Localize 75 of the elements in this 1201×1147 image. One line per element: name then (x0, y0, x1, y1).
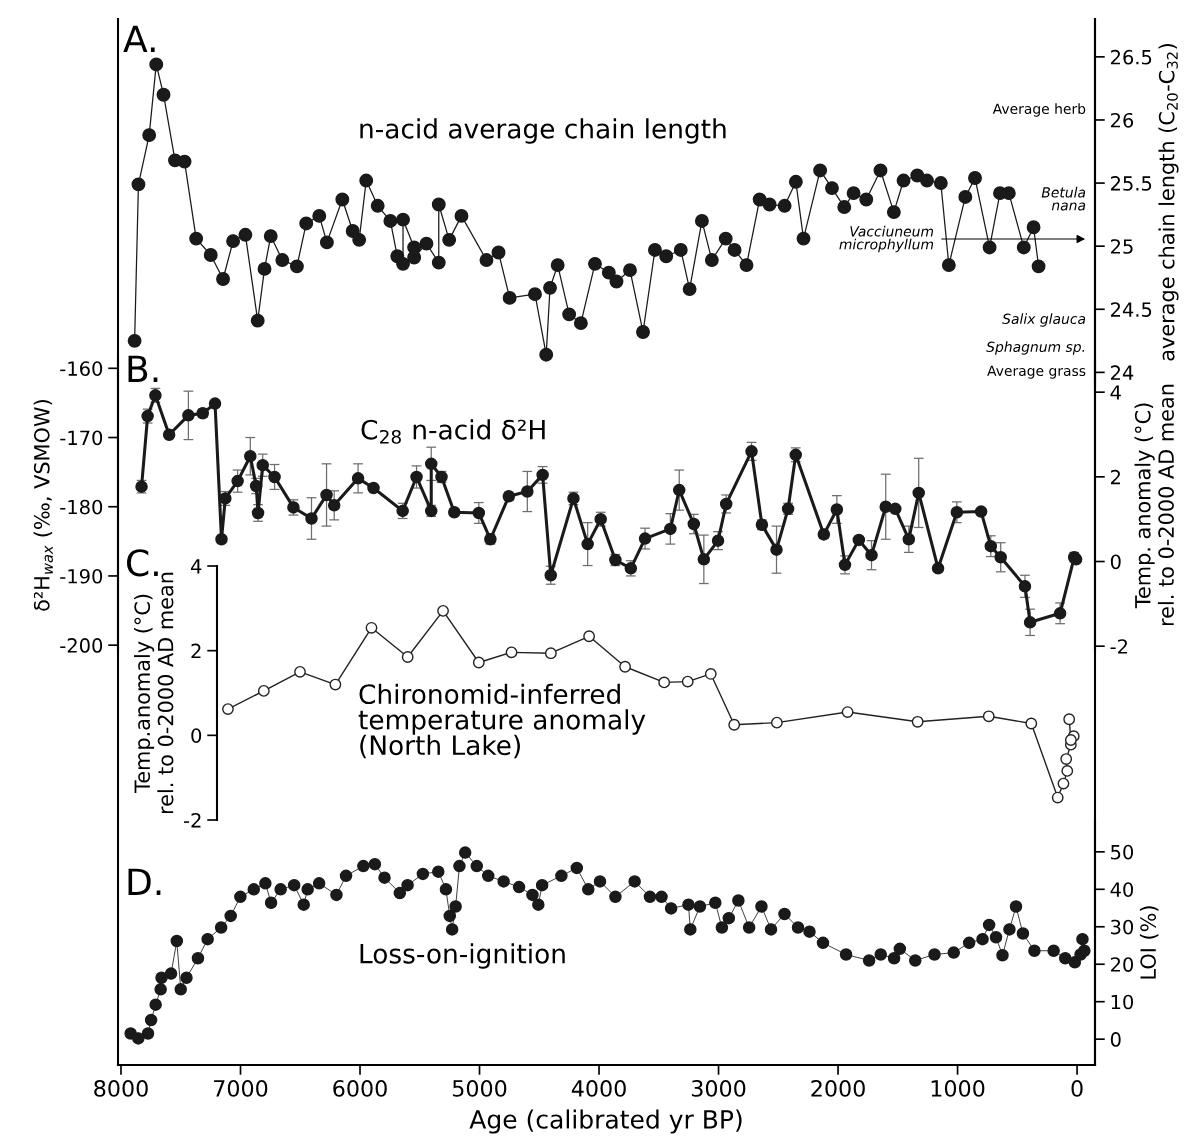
x-tick-label: 3000 (691, 1079, 746, 1097)
point (911, 715, 924, 728)
annotation: Salix glauca (1002, 313, 1086, 327)
y-tick-label: -2 (183, 812, 201, 828)
point (365, 621, 378, 634)
y-tick-label: 50 (1111, 844, 1134, 860)
text: D. (128, 868, 161, 895)
x-tick-label: 8000 (94, 1079, 148, 1097)
point (1061, 764, 1074, 777)
point (658, 676, 671, 689)
x-tick-label: 0 (1071, 1079, 1083, 1097)
point (728, 718, 741, 731)
text: n-acid average chain length (360, 118, 726, 144)
annotation: Vacciuneum microphyllum (839, 225, 934, 253)
point (681, 675, 694, 688)
x-axis-title: Age (calibrated yr BP) (469, 1109, 742, 1134)
x-tick-label: 1000 (931, 1079, 985, 1097)
y-axis-title: average chain length (C$_{20}$-C$_{32}$) (1158, 44, 1179, 361)
point (505, 646, 518, 659)
point (1064, 734, 1077, 746)
point (1025, 717, 1038, 730)
y-tick-label: 40 (1110, 882, 1134, 897)
point (401, 651, 414, 663)
point (544, 647, 557, 660)
y-tick-label: 20 (1111, 957, 1134, 972)
point (982, 710, 995, 723)
point (1057, 777, 1070, 790)
y2-axis-title: Temp. anomaly (°C) rel. to 0-2000 AD mean (1134, 384, 1174, 626)
point (841, 706, 854, 718)
y-tick-label: 26 (1111, 112, 1134, 128)
annotation: Betula nana (1041, 186, 1086, 211)
y-tick-label: 26.5 (1111, 49, 1152, 65)
annotation: Average grass (987, 365, 1086, 379)
chart-title: A. (123, 25, 155, 52)
point (437, 604, 449, 617)
x-tick-label: 2000 (811, 1079, 865, 1097)
y-tick-label: -190 (60, 568, 103, 584)
y-tick-label: 24 (1111, 365, 1134, 380)
point (704, 668, 717, 680)
y-tick-label: 2 (191, 643, 201, 659)
y-tick-label: 0 (191, 728, 202, 743)
y-tick-label: 4 (191, 559, 202, 574)
x-tick-label: 5000 (452, 1079, 507, 1097)
x-tick-label: 7000 (214, 1079, 268, 1097)
y-axis-title: δ²H$_{wax}$ (‰, VSMOW) (33, 400, 53, 611)
y-tick-label: 24.5 (1111, 302, 1152, 317)
point (1063, 713, 1076, 726)
text: C$_{28}$ n-acid δ²H (361, 419, 545, 444)
point (472, 656, 485, 669)
y-tick-label: 25.5 (1111, 176, 1152, 191)
y-tick-label: -170 (60, 430, 103, 446)
point (222, 703, 234, 715)
y-axis-title: LOI (%) (1139, 906, 1159, 979)
point (257, 684, 270, 697)
point (294, 665, 306, 678)
point (1051, 791, 1064, 804)
text: Loss-on-ignition (360, 943, 565, 969)
point (329, 678, 342, 691)
x-tick-label: 6000 (333, 1079, 387, 1097)
y-tick-label: 0 (1110, 1032, 1121, 1047)
annotation: Sphagnum sp. (986, 341, 1085, 355)
y-tick-label: 30 (1111, 919, 1134, 935)
x-tick-label: 4000 (571, 1079, 626, 1097)
y-tick-label: -200 (60, 638, 103, 653)
point (619, 660, 631, 673)
chart-title: B. (128, 355, 158, 382)
y-tick-label: -180 (60, 499, 103, 515)
text: Chironomid-inferred temperature anomaly (North Lake) (358, 683, 646, 759)
point (583, 630, 596, 643)
y-tick-label: -160 (60, 361, 103, 376)
y-tick-label: 25 (1111, 239, 1133, 254)
point (1060, 753, 1073, 765)
y-tick-label: 10 (1111, 994, 1134, 1010)
point (770, 716, 783, 729)
annotation: Average herb (992, 103, 1086, 117)
